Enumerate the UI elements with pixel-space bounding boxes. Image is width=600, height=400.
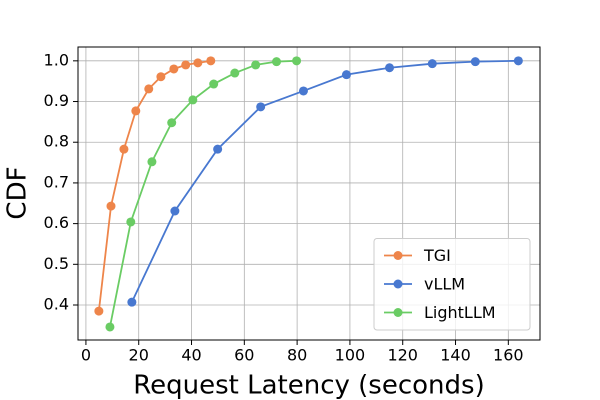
x-tick-label: 100 <box>335 346 366 365</box>
data-point <box>126 217 136 227</box>
legend-box <box>373 238 531 331</box>
y-tick-label: 0.4 <box>44 295 69 314</box>
legend-label: LightLLM <box>424 303 496 322</box>
data-point <box>206 56 216 66</box>
data-point <box>181 60 191 70</box>
legend-label: vLLM <box>424 275 465 294</box>
data-point <box>251 60 261 70</box>
series-line <box>109 59 297 328</box>
x-tick-label: 60 <box>234 346 254 365</box>
data-point <box>119 144 129 154</box>
y-tick-label: 0.8 <box>44 132 69 151</box>
x-axis-label: Request Latency (seconds) <box>133 371 484 400</box>
data-point <box>298 86 308 96</box>
x-tick-label: 140 <box>440 346 471 365</box>
legend: TGI vLLM LightLLM <box>373 238 531 331</box>
x-tick-label: 40 <box>181 346 201 365</box>
data-point <box>169 64 179 74</box>
data-point <box>127 297 137 307</box>
legend-marker <box>393 251 403 260</box>
x-tick-label: 0 <box>81 346 91 365</box>
x-tick-label: 120 <box>387 346 418 365</box>
data-point <box>193 58 203 68</box>
data-point <box>106 201 116 211</box>
data-point <box>470 57 480 67</box>
data-point <box>341 70 351 80</box>
data-point <box>156 72 166 82</box>
y-tick-label: 0.9 <box>44 91 69 110</box>
data-point <box>144 84 154 94</box>
data-point <box>272 57 282 67</box>
legend-label: TGI <box>423 246 451 265</box>
data-point <box>209 79 219 89</box>
data-point <box>131 106 141 116</box>
data-point <box>167 118 177 128</box>
x-tick-label: 20 <box>129 346 149 365</box>
x-tick-label: 160 <box>493 346 524 365</box>
data-point <box>230 68 240 78</box>
data-point <box>105 322 115 332</box>
data-point <box>385 63 395 73</box>
y-tick-label: 1.0 <box>44 50 69 69</box>
data-point <box>147 157 157 167</box>
data-point <box>213 144 223 154</box>
data-point <box>513 56 523 66</box>
data-point <box>94 306 104 316</box>
y-tick-label: 0.7 <box>44 172 69 191</box>
series-line <box>131 59 519 303</box>
data-point <box>188 95 198 105</box>
y-axis-label: CDF <box>3 166 33 219</box>
y-tick-label: 0.6 <box>44 213 69 232</box>
y-tick-label: 0.5 <box>44 254 69 273</box>
series-line <box>97 59 211 312</box>
data-point <box>170 206 180 216</box>
legend-marker <box>393 308 403 317</box>
legend-marker <box>393 279 403 289</box>
plot-frame <box>77 46 541 341</box>
x-tick-label: 80 <box>287 346 307 365</box>
data-point <box>427 59 437 69</box>
data-point <box>256 102 266 112</box>
data-point <box>292 56 302 66</box>
